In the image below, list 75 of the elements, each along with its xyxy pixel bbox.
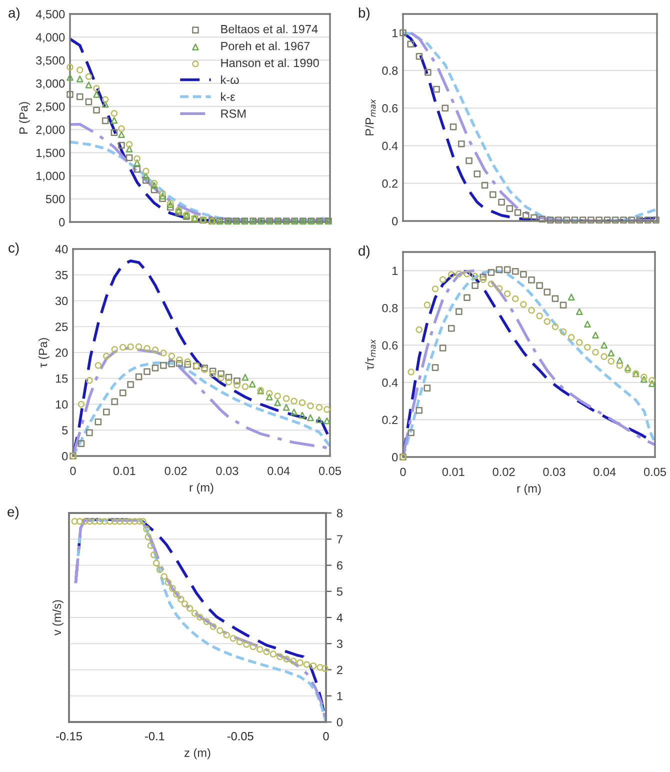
y-axis-title: P (Pa) bbox=[19, 102, 30, 134]
text: d) bbox=[358, 246, 370, 258]
x-tick-label: 0 bbox=[323, 732, 329, 740]
x-tick-label: 0.01 bbox=[113, 466, 136, 476]
text: c) bbox=[8, 242, 19, 256]
y-tick-label: 3,500 bbox=[36, 56, 65, 66]
y-tick-label: 0 bbox=[392, 453, 398, 462]
x-tick-label: -0.15 bbox=[56, 732, 82, 740]
y-tick-label: 1 bbox=[392, 28, 398, 38]
x-tick-label: 0.05 bbox=[318, 466, 341, 476]
y-axis-title: P/P$_{max}$ bbox=[365, 99, 376, 136]
legend-label: RSM bbox=[221, 109, 246, 118]
y2-tick-label: 1 bbox=[337, 692, 342, 700]
x-tick-label: 0.02 bbox=[492, 468, 515, 476]
y-tick-label: 0.8 bbox=[382, 66, 398, 75]
y2-tick-label: 5 bbox=[336, 588, 342, 596]
text: b) bbox=[358, 8, 370, 20]
y-tick-label: 2,000 bbox=[36, 126, 65, 136]
x-tick-label: 0.02 bbox=[164, 466, 187, 476]
y-tick-label: 0.6 bbox=[382, 104, 398, 112]
x-tick-label: 0 bbox=[70, 466, 76, 476]
y-axis-title: τ/τ$_{max}$ bbox=[365, 339, 376, 370]
y-tick-label: 0.4 bbox=[382, 142, 398, 150]
x-axis-title: z (m) bbox=[184, 748, 210, 760]
x-axis-title: r (m) bbox=[517, 484, 541, 495]
y-tick-label: 25 bbox=[56, 322, 68, 332]
y-tick-label: 0 bbox=[62, 452, 68, 460]
y-tick-label: 4,500 bbox=[36, 10, 65, 20]
y-tick-label: 0.6 bbox=[382, 341, 398, 350]
x-tick-label: -0.1 bbox=[145, 732, 164, 740]
y2-tick-label: 0 bbox=[336, 718, 343, 726]
x-tick-label: 0.04 bbox=[268, 466, 290, 476]
legend-label: Poreh et al. 1967 bbox=[221, 42, 310, 50]
x-tick-label: 0.04 bbox=[594, 468, 616, 476]
x-tick-label: 0 bbox=[400, 468, 406, 476]
y-tick-label: 20 bbox=[56, 348, 68, 357]
y-tick-label: 0.8 bbox=[382, 304, 398, 312]
legend-label: k-ε bbox=[221, 92, 236, 101]
y-tick-label: 500 bbox=[46, 194, 65, 204]
legend-label: Hanson et al. 1990 bbox=[221, 58, 319, 68]
y-tick-label: 5 bbox=[62, 426, 68, 435]
x-tick-label: 0.05 bbox=[644, 468, 666, 476]
y-tick-label: 1 bbox=[392, 266, 398, 275]
y-tick-label: 10 bbox=[56, 400, 68, 409]
x-tick-label: -0.05 bbox=[227, 732, 254, 740]
y-tick-label: 40 bbox=[55, 245, 68, 254]
y2-tick-label: 8 bbox=[336, 509, 342, 518]
y2-tick-label: 7 bbox=[337, 535, 342, 544]
text: a) bbox=[8, 8, 20, 20]
y2-tick-label: 4 bbox=[336, 614, 343, 622]
y-axis-title: v (m/s) bbox=[52, 600, 64, 636]
y-tick-label: 4,000 bbox=[36, 33, 65, 43]
y-tick-label: 0 bbox=[59, 218, 65, 226]
y-tick-label: 0.4 bbox=[382, 378, 398, 387]
x-axis-title: r (m) bbox=[190, 482, 214, 494]
y-tick-label: 35 bbox=[55, 270, 68, 280]
y-tick-label: 1,500 bbox=[36, 148, 65, 158]
x-tick-label: 0.01 bbox=[442, 468, 464, 476]
y-tick-label: 3,000 bbox=[36, 79, 65, 90]
y2-tick-label: 2 bbox=[337, 666, 342, 674]
y2-tick-label: 6 bbox=[337, 561, 342, 570]
y-tick-label: 30 bbox=[55, 296, 68, 306]
y-axis-title: τ (Pa) bbox=[38, 338, 50, 368]
y-tick-label: 0.2 bbox=[382, 416, 398, 424]
text: e) bbox=[8, 506, 18, 520]
legend-label: Beltaos et al. 1974 bbox=[221, 24, 318, 34]
y-tick-label: 2,500 bbox=[36, 102, 65, 112]
legend-label: k-ω bbox=[221, 75, 239, 84]
y-tick-label: 1,000 bbox=[36, 172, 65, 182]
x-tick-label: 0.03 bbox=[216, 466, 238, 476]
y-tick-label: 0 bbox=[392, 217, 398, 226]
y2-tick-label: 3 bbox=[336, 640, 342, 648]
y-tick-label: 15 bbox=[56, 374, 68, 383]
y-tick-label: 0.2 bbox=[382, 179, 398, 188]
x-tick-label: 0.03 bbox=[543, 468, 566, 476]
